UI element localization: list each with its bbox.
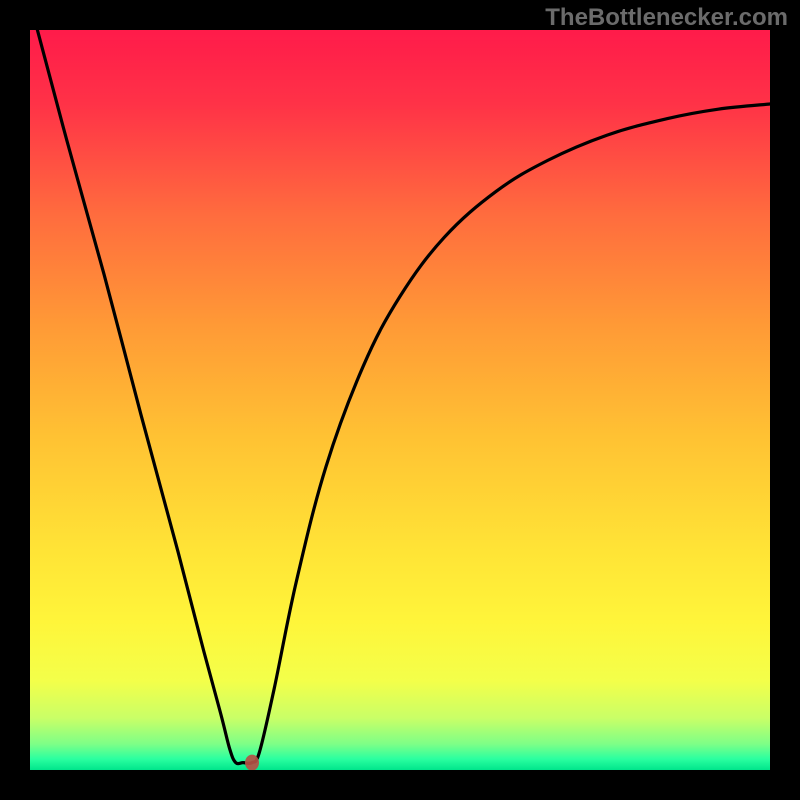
gradient-background (30, 30, 770, 770)
plot-svg (30, 30, 770, 770)
plot-area (30, 30, 770, 770)
attribution-label: TheBottlenecker.com (545, 4, 788, 32)
minimum-marker (245, 755, 259, 770)
chart-frame: TheBottlenecker.com (0, 0, 800, 800)
